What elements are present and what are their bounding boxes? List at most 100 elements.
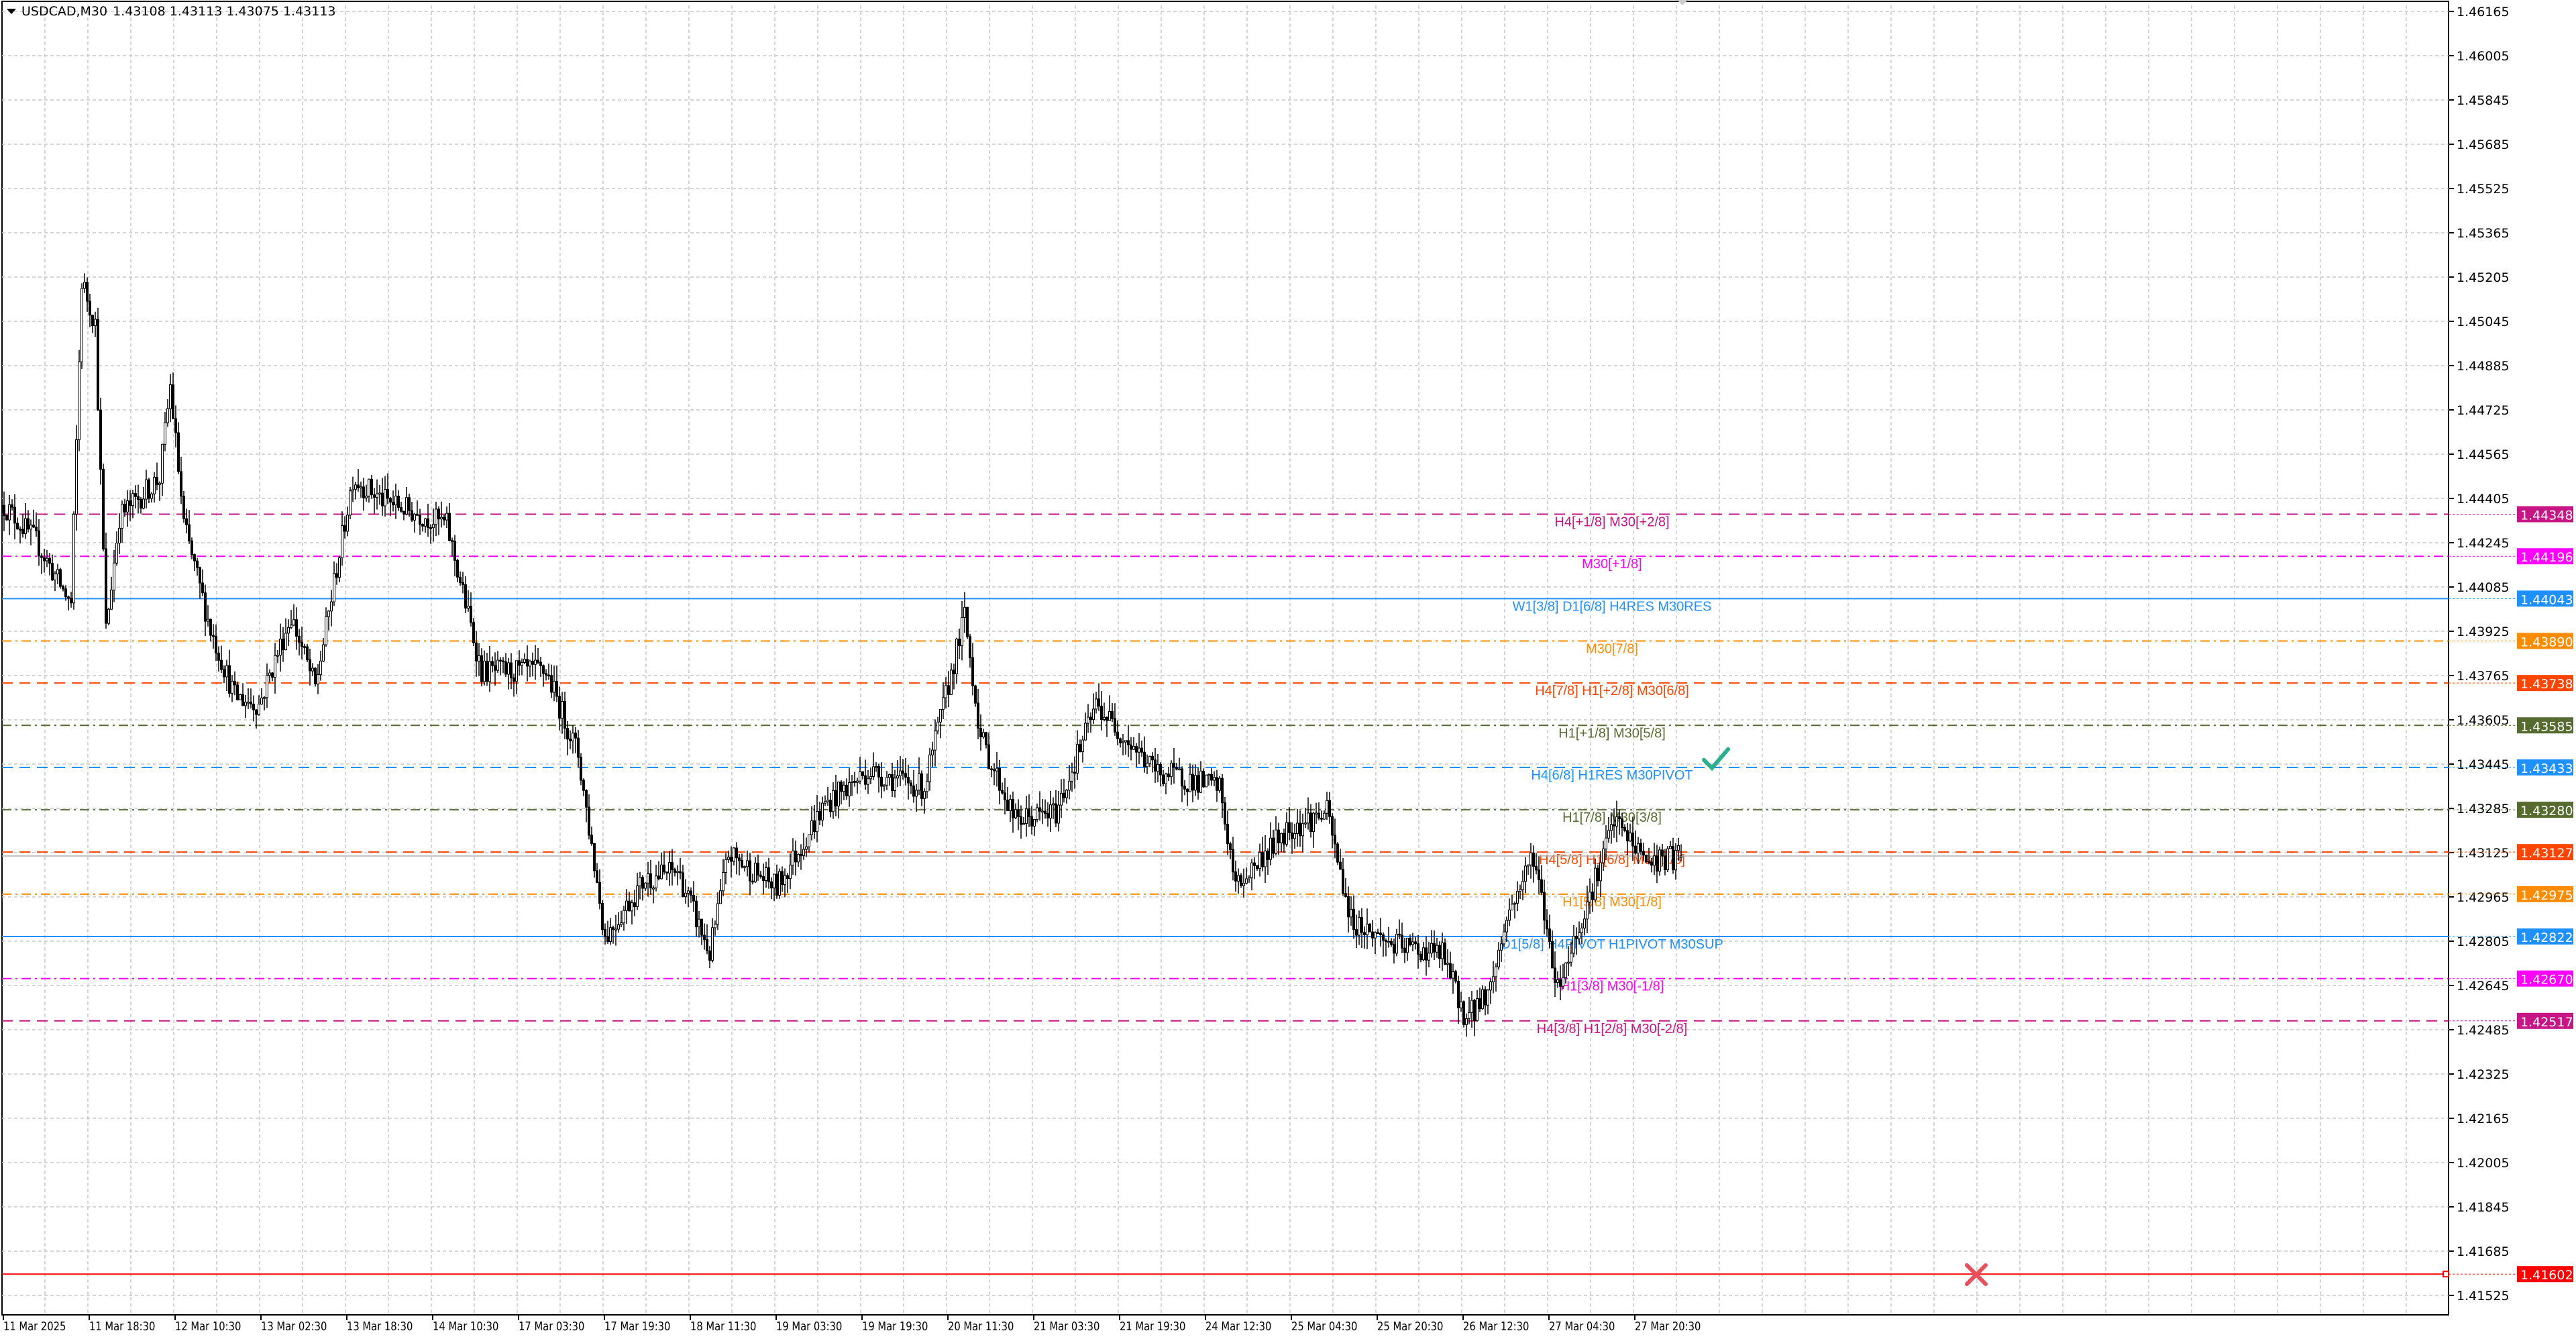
candle (1216, 769, 1218, 802)
candle (818, 802, 821, 825)
candle (832, 782, 835, 819)
candle-body (802, 849, 805, 856)
candle (1441, 932, 1444, 971)
candle-body (478, 655, 480, 662)
candle-body (837, 782, 840, 807)
candle-body (700, 918, 703, 936)
candle-body (5, 515, 8, 521)
candle-body (443, 517, 445, 521)
candle-body (1567, 961, 1570, 964)
candle (1267, 848, 1269, 875)
candle-body (1495, 966, 1497, 977)
candle (623, 906, 625, 931)
candle (620, 910, 623, 928)
candle (1613, 808, 1615, 838)
candle-body (1307, 812, 1309, 824)
symbol-label: USDCAD,M30 (21, 4, 108, 19)
candle-body (502, 660, 504, 663)
candle (207, 605, 209, 627)
candle-body (140, 498, 142, 508)
candle (1323, 810, 1326, 820)
candle-body (1041, 810, 1044, 813)
candle (767, 857, 770, 889)
candle (89, 293, 91, 327)
candle (1312, 812, 1315, 848)
candle-body (196, 560, 199, 568)
candle-body (327, 610, 330, 617)
level-label: M30[+1/8] (1582, 557, 1642, 572)
candle (40, 553, 43, 574)
candle (655, 864, 657, 892)
candle-body (1309, 812, 1312, 833)
candle-body (1433, 943, 1436, 953)
candle-body (518, 660, 521, 666)
candle (1232, 837, 1234, 881)
candle-body (695, 900, 698, 928)
candle (1430, 930, 1433, 958)
candle-body (724, 859, 727, 873)
candle-body (945, 685, 947, 698)
candle (1001, 782, 1004, 795)
dropdown-triangle-icon[interactable] (7, 9, 16, 14)
candle-body (1599, 862, 1602, 881)
candle (585, 789, 588, 822)
candle (196, 557, 199, 576)
candle-body (1221, 778, 1224, 804)
candle-body (333, 573, 335, 602)
candle-body (931, 749, 934, 755)
y-tick-label: 1.43925 (2457, 625, 2510, 639)
candle (612, 925, 614, 944)
candle (918, 757, 920, 796)
candle-body (1234, 871, 1237, 882)
candle (287, 619, 290, 646)
candle-body (633, 902, 636, 907)
candle-body (617, 924, 620, 930)
candle-body (1382, 934, 1385, 941)
candle-body (32, 525, 35, 528)
candle-body (1331, 816, 1334, 836)
candle-body (480, 655, 483, 682)
candle-body (1605, 837, 1607, 849)
candle-body (1006, 800, 1009, 811)
candle (1454, 969, 1457, 984)
candle-body (448, 513, 451, 541)
candle (987, 732, 990, 769)
candle (840, 780, 843, 805)
candle (217, 646, 220, 672)
candle-body (1293, 833, 1296, 839)
candle (743, 865, 746, 872)
level-label: W1[3/8] D1[6/8] H4RES M30RES (1513, 599, 1712, 614)
candle (496, 651, 499, 674)
candle (228, 649, 231, 698)
candle (974, 684, 977, 707)
candle (1283, 828, 1285, 853)
candle-body (1540, 879, 1543, 893)
candle (19, 526, 21, 544)
y-tick-label: 1.43445 (2457, 757, 2510, 772)
price-tag (2517, 548, 2573, 565)
candle-body (1103, 716, 1106, 720)
candle-body (142, 498, 145, 508)
candle (1605, 825, 1607, 861)
candle-body (606, 936, 609, 943)
candle (1379, 917, 1382, 947)
candle (1157, 753, 1159, 783)
price-tag (2517, 633, 2573, 649)
price-tag-label: 1.41602 (2520, 1268, 2573, 1283)
candle-body (974, 685, 977, 704)
candle-body (537, 659, 539, 663)
candle-body (1631, 833, 1634, 847)
x-tick-label: 13 Mar 02:30 (261, 1320, 327, 1334)
candle (614, 914, 617, 946)
candle-body (1580, 927, 1583, 933)
price-tag (2517, 675, 2573, 692)
candle-body (13, 506, 16, 524)
candle (309, 648, 311, 686)
candle (998, 759, 1001, 805)
candle (534, 645, 537, 680)
candle (43, 548, 46, 573)
candle (1559, 965, 1562, 1000)
candle (1516, 881, 1519, 912)
candle (247, 688, 250, 709)
